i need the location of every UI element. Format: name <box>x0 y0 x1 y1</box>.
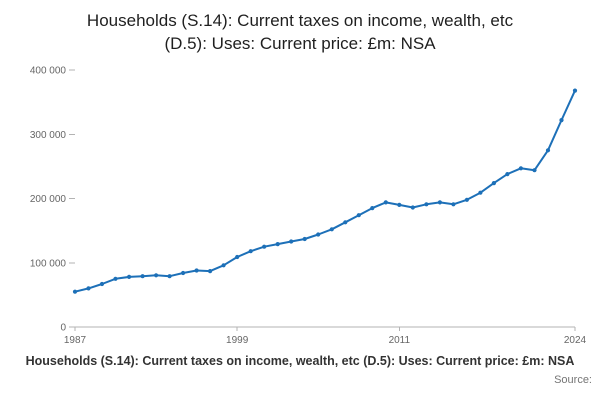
source-label: Source: <box>554 374 592 386</box>
y-axis-label: 100 000 <box>30 258 67 269</box>
data-point-marker <box>505 172 510 177</box>
y-axis: 0 100 000 200 000 300 000 400 000 <box>30 66 75 334</box>
chart-title-line1: Households (S.14): Current taxes on inco… <box>86 11 514 30</box>
x-axis-label: 1999 <box>226 335 249 346</box>
data-point-marker <box>99 281 105 287</box>
data-points <box>72 88 578 294</box>
footer-caption: Households (S.14): Current taxes on inco… <box>0 354 600 371</box>
y-axis-label: 0 <box>60 323 66 334</box>
data-point-marker <box>451 202 456 207</box>
data-point-marker <box>154 273 159 278</box>
data-point-marker <box>370 206 375 211</box>
data-point-marker <box>424 202 429 207</box>
data-point-marker <box>289 239 294 244</box>
data-point-marker <box>181 270 186 276</box>
data-point-marker <box>383 200 388 205</box>
footer-caption-text: Households (S.14): Current taxes on inco… <box>25 354 575 368</box>
y-axis-label: 400 000 <box>30 66 67 77</box>
data-point-marker <box>343 220 348 225</box>
data-point-marker <box>518 166 524 171</box>
chart-title-line2: (D.5): Uses: Current price: £m: NSA <box>164 34 436 53</box>
data-point-marker <box>410 205 415 210</box>
line-chart: 1987 1999 2011 2024 0 100 000 200 000 300 000 40… <box>30 66 587 347</box>
data-point-marker <box>140 274 145 279</box>
data-point-marker <box>302 236 307 242</box>
x-axis-label: 2024 <box>564 335 587 346</box>
data-point-marker <box>208 269 213 274</box>
data-point-marker <box>356 213 361 218</box>
data-point-marker <box>113 276 118 281</box>
data-point-marker <box>127 274 132 279</box>
y-axis-label: 300 000 <box>30 130 67 141</box>
data-point-marker <box>532 168 537 173</box>
data-line <box>74 89 576 293</box>
data-point-marker <box>248 249 253 254</box>
data-point-marker <box>464 197 469 202</box>
x-axis-label: 2011 <box>389 335 411 346</box>
data-point-marker <box>86 286 91 291</box>
data-point-marker <box>478 190 483 195</box>
data-point-marker <box>167 274 172 279</box>
data-point-marker <box>72 289 78 294</box>
data-point-marker <box>572 88 578 93</box>
x-axis: 1987 1999 2011 2024 <box>64 327 587 346</box>
data-point-marker <box>437 200 442 205</box>
x-axis-label: 1987 <box>64 335 87 346</box>
data-point-marker <box>397 202 402 207</box>
data-point-marker <box>221 263 226 268</box>
data-point-marker <box>559 118 564 123</box>
data-point-marker <box>275 242 280 247</box>
data-point-marker <box>491 181 496 186</box>
data-point-marker <box>262 244 267 249</box>
data-point-marker <box>545 148 551 153</box>
data-point-marker <box>329 227 334 232</box>
y-axis-label: 200 000 <box>30 194 67 205</box>
data-point-marker <box>194 268 199 273</box>
data-point-marker <box>316 232 321 237</box>
chart-title: Households (S.14): Current taxes on inco… <box>0 0 600 55</box>
data-point-marker <box>235 254 240 260</box>
